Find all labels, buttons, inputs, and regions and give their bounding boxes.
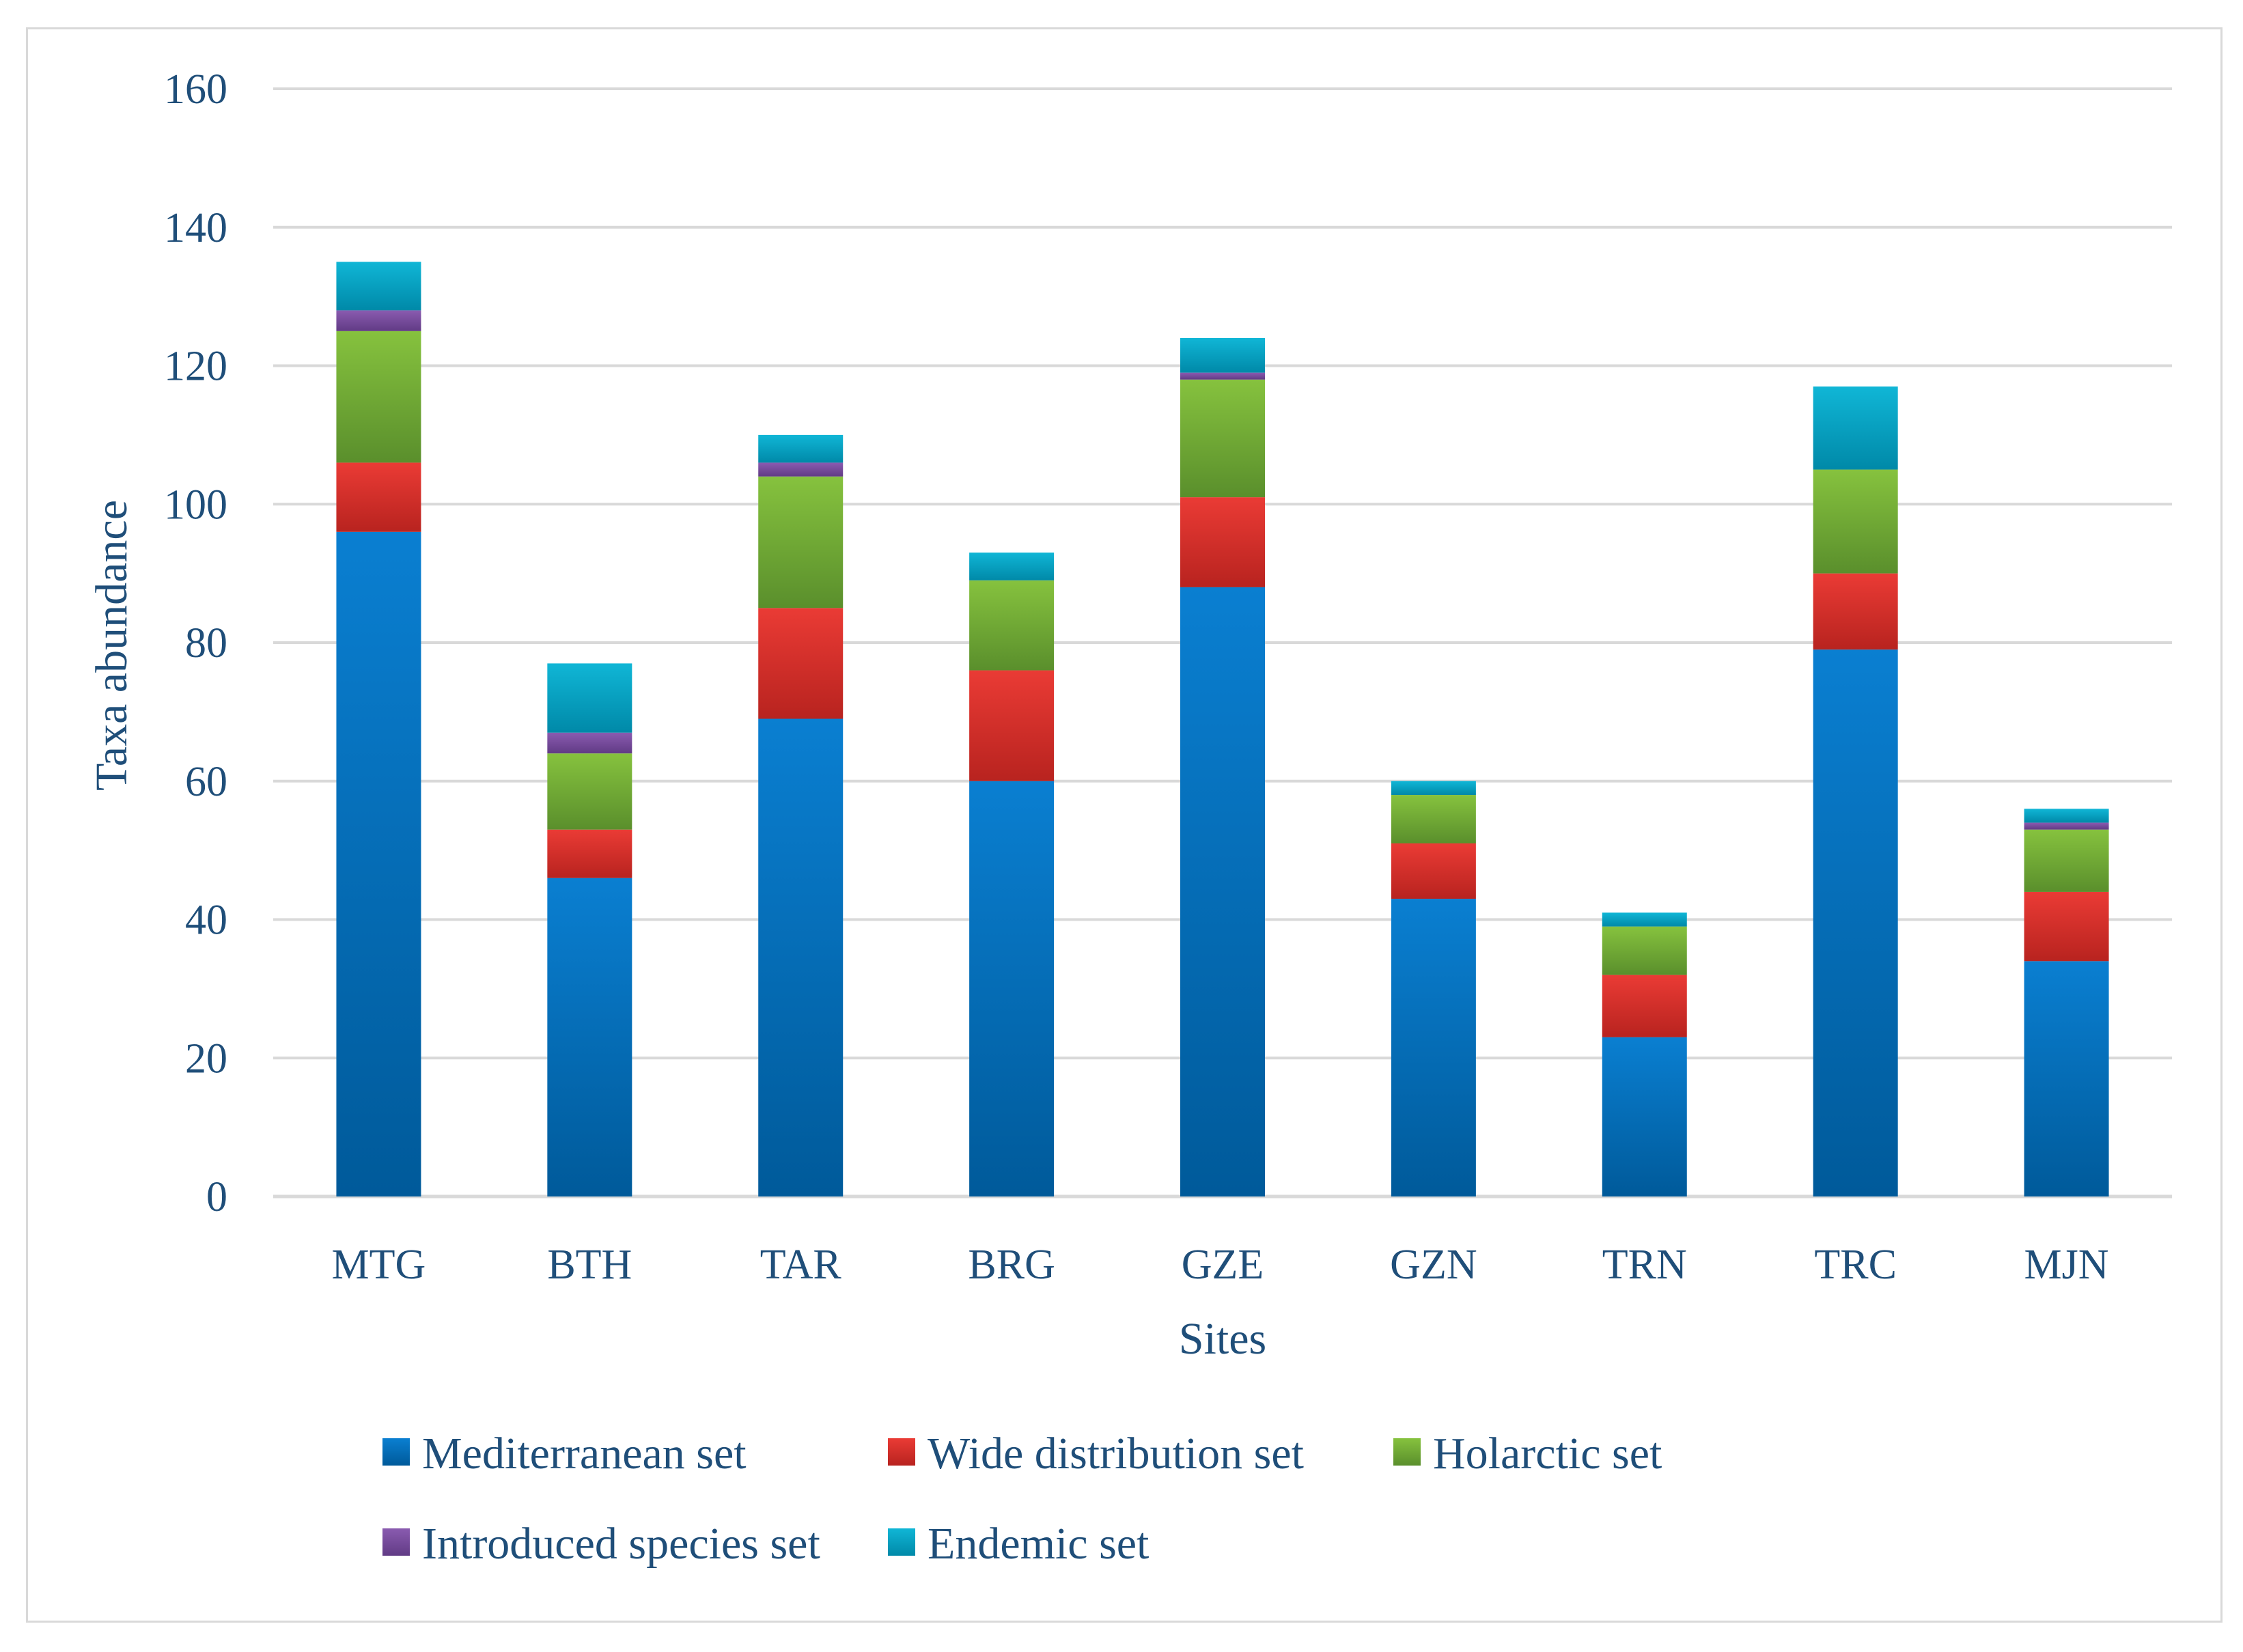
y-tick-label-20: 20: [185, 1035, 227, 1082]
bar-stack-brg: [969, 552, 1055, 1196]
legend-swatch: [1393, 1438, 1421, 1466]
bar-stack-tar: [758, 434, 844, 1196]
x-tick-label-brg: BRG: [968, 1242, 1055, 1288]
legend-label: Endemic set: [928, 1519, 1149, 1569]
y-tick-label-40: 40: [185, 897, 227, 944]
bar-mjn-introduced-species-set: [2024, 822, 2109, 830]
y-tick-label-120: 120: [164, 344, 227, 390]
y-tick-label-60: 60: [185, 759, 227, 805]
x-tick-label-tar: TAR: [760, 1242, 842, 1288]
bar-gze-introduced-species-set: [1180, 372, 1265, 380]
bar-bth-holarctic-set: [547, 753, 632, 830]
bar-stack-gzn: [1391, 781, 1476, 1196]
legend-item-mediterranean-set: Mediterranean set: [382, 1429, 747, 1479]
x-axis-tick-labels: MTG BTH TAR BRG GZE GZN TRN TRC MJN: [332, 1242, 2109, 1288]
legend: Mediterranean set Wide distribution set Ho…: [382, 1429, 1662, 1569]
bar-trc-mediterranean-set: [1813, 649, 1898, 1196]
legend-swatch: [888, 1528, 915, 1556]
bar-trn-endemic-set: [1602, 912, 1687, 927]
bar-stack-mtg: [336, 262, 421, 1196]
bar-brg-mediterranean-set: [969, 781, 1055, 1196]
bar-gze-wide-distribution-set: [1180, 497, 1265, 587]
legend-item-endemic-set: Endemic set: [888, 1519, 1149, 1569]
y-axis-tick-labels: 0 20 40 60 80 100 120 140 160: [164, 66, 227, 1220]
bar-stack-trc: [1813, 386, 1898, 1196]
legend-item-wide-distribution-set: Wide distribution set: [888, 1429, 1304, 1479]
bar-gze-holarctic-set: [1180, 379, 1265, 498]
x-tick-label-trn: TRN: [1602, 1242, 1687, 1288]
x-tick-label-trc: TRC: [1814, 1242, 1897, 1288]
bar-tar-introduced-species-set: [758, 462, 844, 477]
bar-stack-gze: [1180, 337, 1265, 1196]
y-tick-label-100: 100: [164, 481, 227, 528]
bar-gze-endemic-set: [1180, 337, 1265, 373]
bar-stack-bth: [547, 663, 632, 1196]
legend-label: Wide distribution set: [928, 1429, 1304, 1479]
bar-trc-wide-distribution-set: [1813, 573, 1898, 650]
legend-label: Holarctic set: [1433, 1429, 1662, 1479]
legend-swatch: [382, 1528, 410, 1556]
legend-label: Introduced species set: [422, 1519, 820, 1569]
x-tick-label-mtg: MTG: [332, 1242, 426, 1288]
bar-mtg-wide-distribution-set: [336, 462, 421, 532]
bar-bth-endemic-set: [547, 663, 632, 733]
bar-brg-endemic-set: [969, 552, 1055, 580]
bar-brg-wide-distribution-set: [969, 670, 1055, 781]
bar-trn-holarctic-set: [1602, 926, 1687, 975]
bar-trc-holarctic-set: [1813, 469, 1898, 574]
bar-tar-holarctic-set: [758, 476, 844, 608]
bar-trn-wide-distribution-set: [1602, 975, 1687, 1037]
bar-brg-holarctic-set: [969, 580, 1055, 671]
legend-label: Mediterranean set: [422, 1429, 747, 1479]
bar-mtg-holarctic-set: [336, 331, 421, 463]
legend-swatch: [888, 1438, 915, 1466]
bar-bth-wide-distribution-set: [547, 829, 632, 878]
bar-mtg-mediterranean-set: [336, 531, 421, 1196]
bar-bth-mediterranean-set: [547, 878, 632, 1196]
bar-mjn-mediterranean-set: [2024, 961, 2109, 1196]
bar-tar-mediterranean-set: [758, 718, 844, 1196]
legend-item-introduced-species-set: Introduced species set: [382, 1519, 820, 1569]
bar-gzn-holarctic-set: [1391, 795, 1476, 843]
bar-tar-endemic-set: [758, 434, 844, 463]
x-tick-label-bth: BTH: [547, 1242, 632, 1288]
y-tick-label-140: 140: [164, 205, 227, 251]
bar-gze-mediterranean-set: [1180, 587, 1265, 1196]
y-tick-label-0: 0: [206, 1174, 227, 1220]
y-axis-title: Taxa abundance: [87, 500, 137, 791]
bar-mjn-holarctic-set: [2024, 829, 2109, 892]
legend-swatch: [382, 1438, 410, 1466]
x-tick-label-mjn: MJN: [2024, 1242, 2109, 1288]
bars-layer: [336, 262, 2109, 1196]
x-tick-label-gze: GZE: [1182, 1242, 1264, 1288]
bar-mtg-endemic-set: [336, 262, 421, 311]
bar-gzn-endemic-set: [1391, 781, 1476, 796]
y-tick-label-80: 80: [185, 620, 227, 667]
bar-mjn-endemic-set: [2024, 809, 2109, 823]
y-tick-label-160: 160: [164, 66, 227, 113]
x-axis-title: Sites: [1179, 1314, 1266, 1364]
bar-gzn-wide-distribution-set: [1391, 843, 1476, 899]
bar-mtg-introduced-species-set: [336, 310, 421, 331]
bar-stack-trn: [1602, 912, 1687, 1196]
bar-mjn-wide-distribution-set: [2024, 891, 2109, 962]
legend-item-holarctic-set: Holarctic set: [1393, 1429, 1662, 1479]
bar-trn-mediterranean-set: [1602, 1037, 1687, 1196]
bar-gzn-mediterranean-set: [1391, 899, 1476, 1196]
bar-trc-endemic-set: [1813, 386, 1898, 470]
bar-bth-introduced-species-set: [547, 732, 632, 754]
bar-stack-mjn: [2024, 809, 2109, 1196]
x-tick-label-gzn: GZN: [1390, 1242, 1477, 1288]
bar-tar-wide-distribution-set: [758, 608, 844, 719]
